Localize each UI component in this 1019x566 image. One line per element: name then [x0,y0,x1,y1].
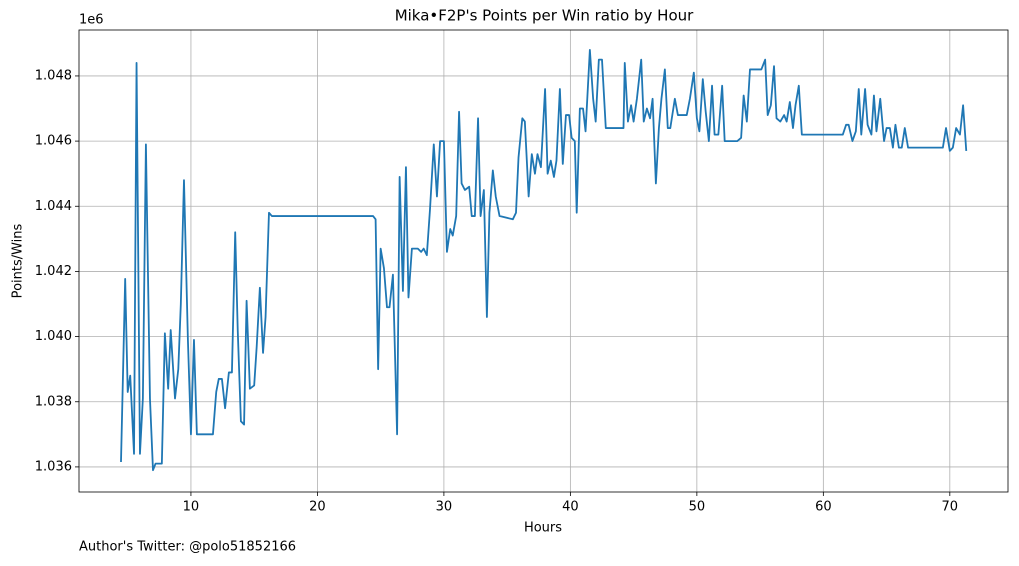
y-axis-label: Points/Wins [11,223,26,298]
y-tick-label: 1.036 [35,459,72,474]
x-tick-label: 60 [815,500,832,515]
y-tick-label: 1.040 [35,329,72,344]
annotation: Author's Twitter: @polo51852166 [79,540,296,555]
y-tick-label: 1.048 [35,68,72,83]
x-tick-label: 30 [436,500,453,515]
x-tick-label: 10 [183,500,200,515]
y-tick-label: 1.038 [35,394,72,409]
x-tick-label: 70 [942,500,959,515]
y-tick-label: 1.044 [35,199,72,214]
x-tick-label: 40 [562,500,579,515]
plot-frame [78,29,1009,493]
y-tick-label: 1.046 [35,134,72,149]
chart-title: Mika•F2P's Points per Win ratio by Hour [395,7,694,25]
x-tick-label: 20 [309,500,326,515]
y-offset-label: 1e6 [79,13,104,28]
x-tick-label: 50 [689,500,706,515]
data-line [120,48,968,472]
x-axis-label: Hours [524,521,562,536]
y-tick-label: 1.042 [35,264,72,279]
